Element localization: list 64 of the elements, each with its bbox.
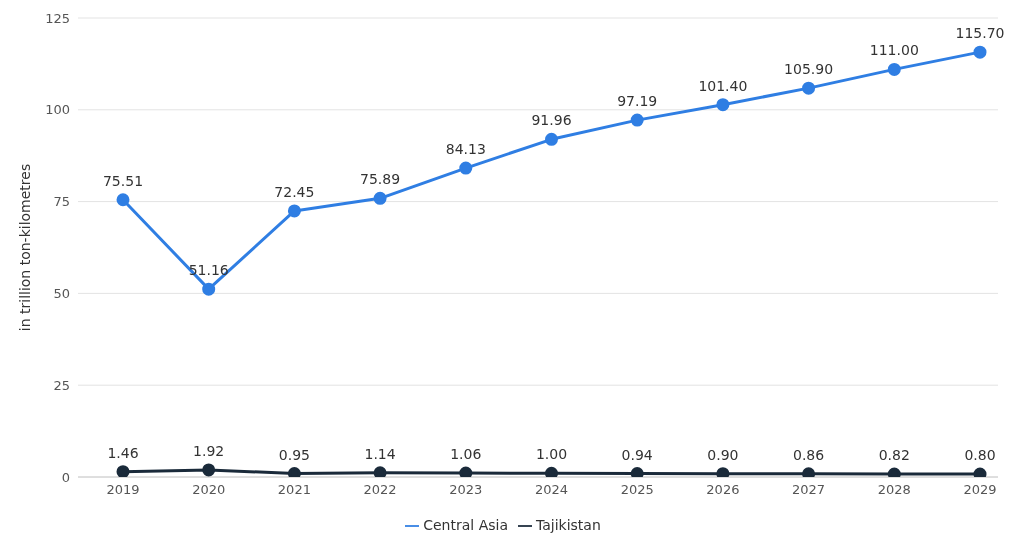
x-tick-label: 2027 (792, 482, 826, 498)
y-tick-label: 75 (53, 194, 70, 210)
point (630, 113, 644, 127)
x-tick-label: 2026 (706, 482, 740, 498)
point (887, 62, 901, 76)
x-tick-label: 2021 (277, 482, 311, 498)
data-label: 101.40 (698, 77, 748, 94)
point (630, 467, 644, 477)
x-tick-label: 2025 (620, 482, 654, 498)
point (459, 466, 473, 477)
data-label: 1.06 (450, 446, 482, 463)
legend-label: Tajikistan (535, 517, 601, 533)
data-label: 1.46 (107, 444, 139, 461)
y-tick-label: 100 (45, 102, 70, 118)
point (459, 161, 473, 175)
point (716, 98, 730, 112)
x-tick-label: 2029 (963, 482, 997, 498)
point (716, 467, 730, 477)
data-label: 0.82 (878, 446, 910, 463)
data-label: 75.89 (360, 171, 401, 188)
y-tick-label: 125 (45, 10, 70, 26)
x-tick-label: 2028 (877, 482, 911, 498)
x-tick-label: 2024 (534, 482, 569, 498)
data-label: 51.16 (188, 262, 229, 279)
y-axis-title: in trillion ton-kilometres (16, 163, 33, 332)
x-tick-label: 2022 (363, 482, 397, 498)
data-label: 91.96 (531, 112, 572, 129)
point (202, 463, 216, 477)
data-label: 105.90 (784, 61, 834, 78)
data-label: 111.00 (869, 42, 919, 59)
point (802, 81, 816, 95)
data-label: 1.92 (193, 442, 225, 459)
data-label: 0.90 (707, 446, 739, 463)
point (373, 466, 387, 477)
x-tick-label: 2020 (192, 482, 226, 498)
data-label: 97.19 (617, 93, 658, 110)
data-label: 75.51 (102, 172, 144, 189)
legend-label: Central Asia (423, 517, 508, 533)
data-label: 72.45 (274, 183, 315, 200)
data-label: 1.00 (535, 446, 568, 463)
y-tick-label: 50 (53, 286, 70, 302)
point (887, 467, 901, 477)
data-label: 84.13 (445, 141, 486, 158)
point (202, 282, 216, 296)
x-tick-label: 2023 (449, 482, 483, 498)
point (287, 467, 301, 477)
x-tick-label: 2019 (106, 482, 140, 498)
point (373, 191, 387, 205)
data-label: 0.94 (621, 446, 653, 463)
data-label: 1.14 (364, 445, 396, 462)
point (545, 132, 558, 146)
y-tick-label: 0 (61, 469, 70, 485)
point (116, 465, 130, 477)
data-label: 0.86 (793, 446, 825, 463)
y-tick-label: 25 (53, 377, 70, 393)
data-label: 0.80 (964, 447, 996, 464)
point (973, 467, 987, 477)
point (287, 204, 301, 218)
data-label: 0.95 (278, 446, 310, 463)
point (802, 467, 816, 477)
point (116, 193, 130, 207)
point (545, 466, 558, 477)
data-label: 115.70 (955, 25, 1005, 42)
point (973, 45, 987, 59)
